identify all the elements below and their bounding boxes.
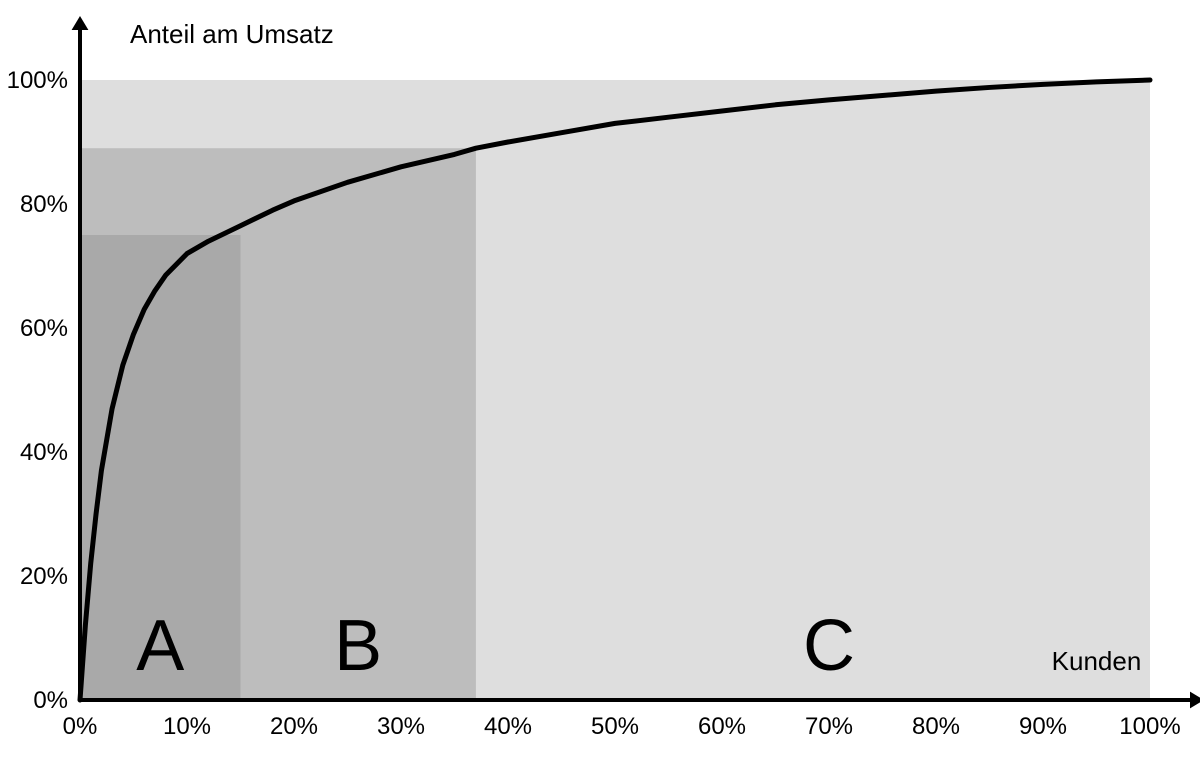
x-tick-label: 80% [912,713,960,740]
x-tick-label: 40% [484,713,532,740]
y-tick-label: 60% [20,315,68,342]
y-tick-label: 80% [20,191,68,218]
x-axis-label: Kunden [1052,646,1142,676]
x-tick-label: 30% [377,713,425,740]
x-tick-label: 0% [63,713,98,740]
segment-label-a: A [136,606,184,686]
x-tick-label: 10% [163,713,211,740]
x-tick-label: 100% [1119,713,1180,740]
x-tick-label: 50% [591,713,639,740]
abc-analysis-chart: 0% 10% 20% 30% 40% 50% 60% 70% 80% 90% 100% 0% 20% 40… [0,0,1200,758]
x-tick-label: 70% [805,713,853,740]
segment-label-c: C [803,606,855,686]
x-tick-label: 90% [1019,713,1067,740]
y-tick-label: 40% [20,439,68,466]
x-tick-label: 60% [698,713,746,740]
y-tick-label: 100% [7,67,68,94]
x-tick-label: 20% [270,713,318,740]
y-tick-label: 20% [20,563,68,590]
segment-label-b: B [334,606,382,686]
y-axis-label: Anteil am Umsatz [130,19,334,49]
y-tick-label: 0% [33,687,68,714]
